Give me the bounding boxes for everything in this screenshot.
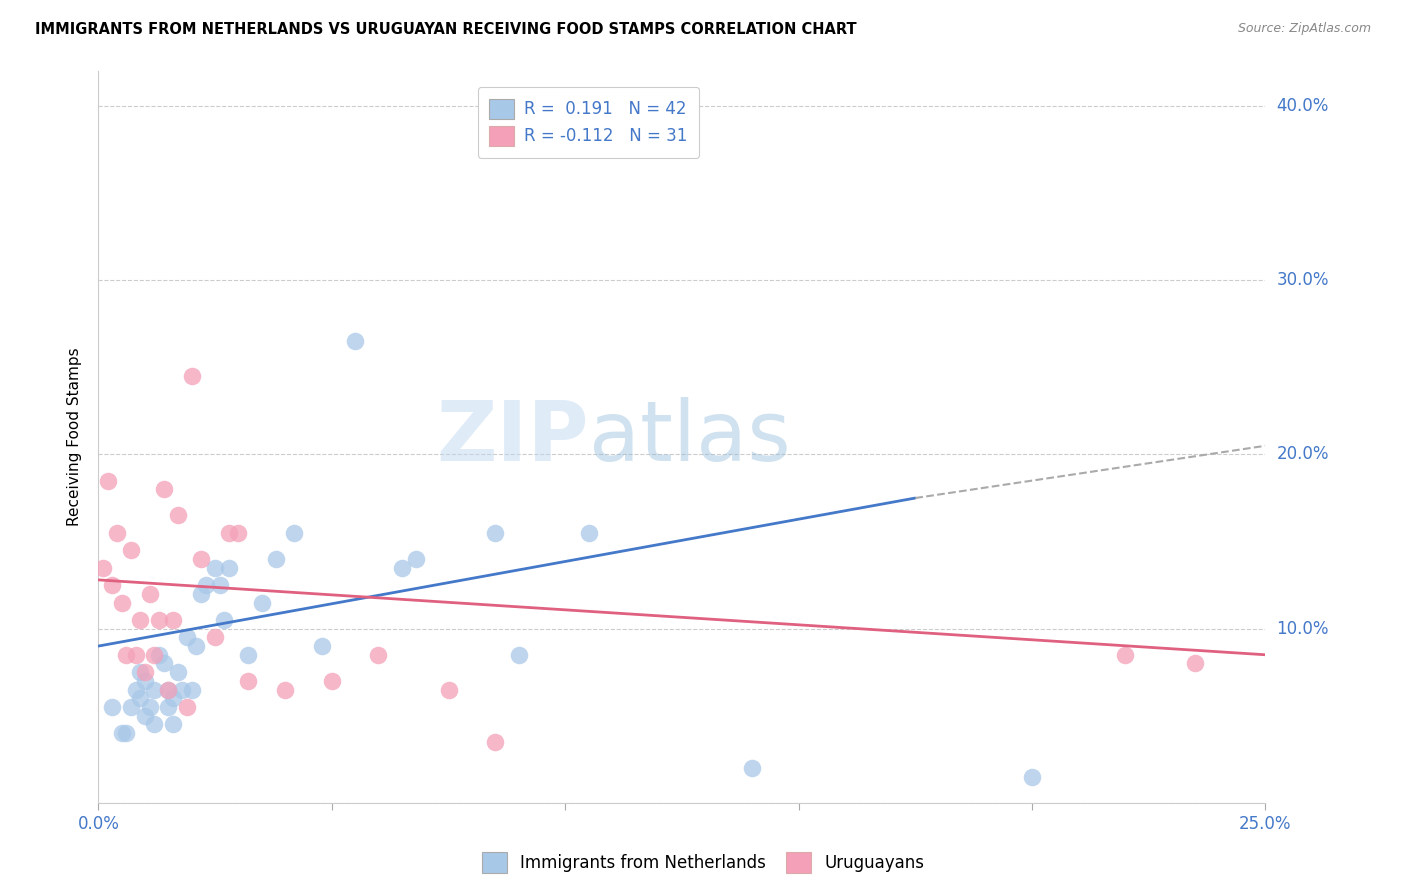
Point [180,682,202,697]
Text: Source: ZipAtlas.com: Source: ZipAtlas.com [1237,22,1371,36]
Point [91,560,114,574]
Point [157,700,180,714]
Point [214,613,236,627]
Point [157,682,180,697]
Point [180,369,202,384]
Point [143,682,166,697]
Point [129,613,152,627]
Point [125,682,148,697]
Point [157,682,180,697]
Text: IMMIGRANTS FROM NETHERLANDS VS URUGUAYAN RECEIVING FOOD STAMPS CORRELATION CHART: IMMIGRANTS FROM NETHERLANDS VS URUGUAYAN… [35,22,856,37]
Point [508,648,530,662]
Point [166,665,188,680]
Point [134,665,156,680]
Point [437,682,460,697]
Text: 40.0%: 40.0% [1277,97,1329,115]
Point [120,543,142,558]
Point [405,552,427,566]
Point [578,525,600,540]
Point [101,578,124,592]
Point [190,587,212,601]
Point [111,726,134,740]
Point [129,691,152,706]
Point [484,525,506,540]
Point [176,700,198,714]
Point [134,673,156,688]
Point [143,717,166,731]
Point [148,648,170,662]
Point [186,639,208,653]
Point [162,691,184,706]
Point [148,613,170,627]
Point [105,525,128,540]
Point [218,525,240,540]
Point [1184,657,1206,671]
Point [228,525,250,540]
Legend: R =  0.191   N = 42, R = -0.112   N = 31: R = 0.191 N = 42, R = -0.112 N = 31 [478,87,699,158]
Point [1021,770,1043,784]
Point [125,648,148,662]
Point [97,474,120,488]
Point [162,717,184,731]
Point [218,560,240,574]
Point [152,657,174,671]
Point [741,761,763,775]
Point [484,735,506,749]
Point [204,560,226,574]
Point [194,578,217,592]
Point [204,631,226,645]
Point [367,648,389,662]
Point [176,631,198,645]
Point [344,334,367,349]
Point [190,552,212,566]
Point [1114,648,1136,662]
Point [129,665,152,680]
Point [134,708,156,723]
Text: 20.0%: 20.0% [1277,445,1329,464]
Point [250,595,273,609]
Legend: Immigrants from Netherlands, Uruguayans: Immigrants from Netherlands, Uruguayans [475,846,931,880]
Point [101,700,124,714]
Point [311,639,333,653]
Text: 30.0%: 30.0% [1277,271,1329,289]
Point [283,525,305,540]
Point [208,578,231,592]
Point [139,700,162,714]
Text: 10.0%: 10.0% [1277,620,1329,638]
Point [236,673,259,688]
Point [115,648,138,662]
Point [143,648,166,662]
Point [391,560,413,574]
Point [264,552,287,566]
Point [172,682,194,697]
Point [139,587,162,601]
Point [152,483,174,497]
Point [115,726,138,740]
Text: atlas: atlas [589,397,790,477]
Y-axis label: Receiving Food Stamps: Receiving Food Stamps [67,348,83,526]
Point [274,682,297,697]
Point [321,673,343,688]
Point [236,648,259,662]
Point [162,613,184,627]
Text: ZIP: ZIP [436,397,589,477]
Point [166,508,188,523]
Point [111,595,134,609]
Point [120,700,142,714]
